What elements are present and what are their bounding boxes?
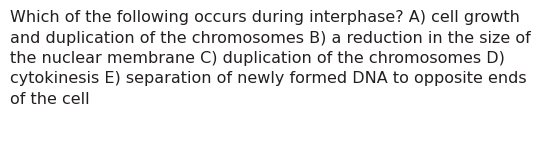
Text: Which of the following occurs during interphase? A) cell growth
and duplication : Which of the following occurs during int… bbox=[10, 10, 531, 107]
